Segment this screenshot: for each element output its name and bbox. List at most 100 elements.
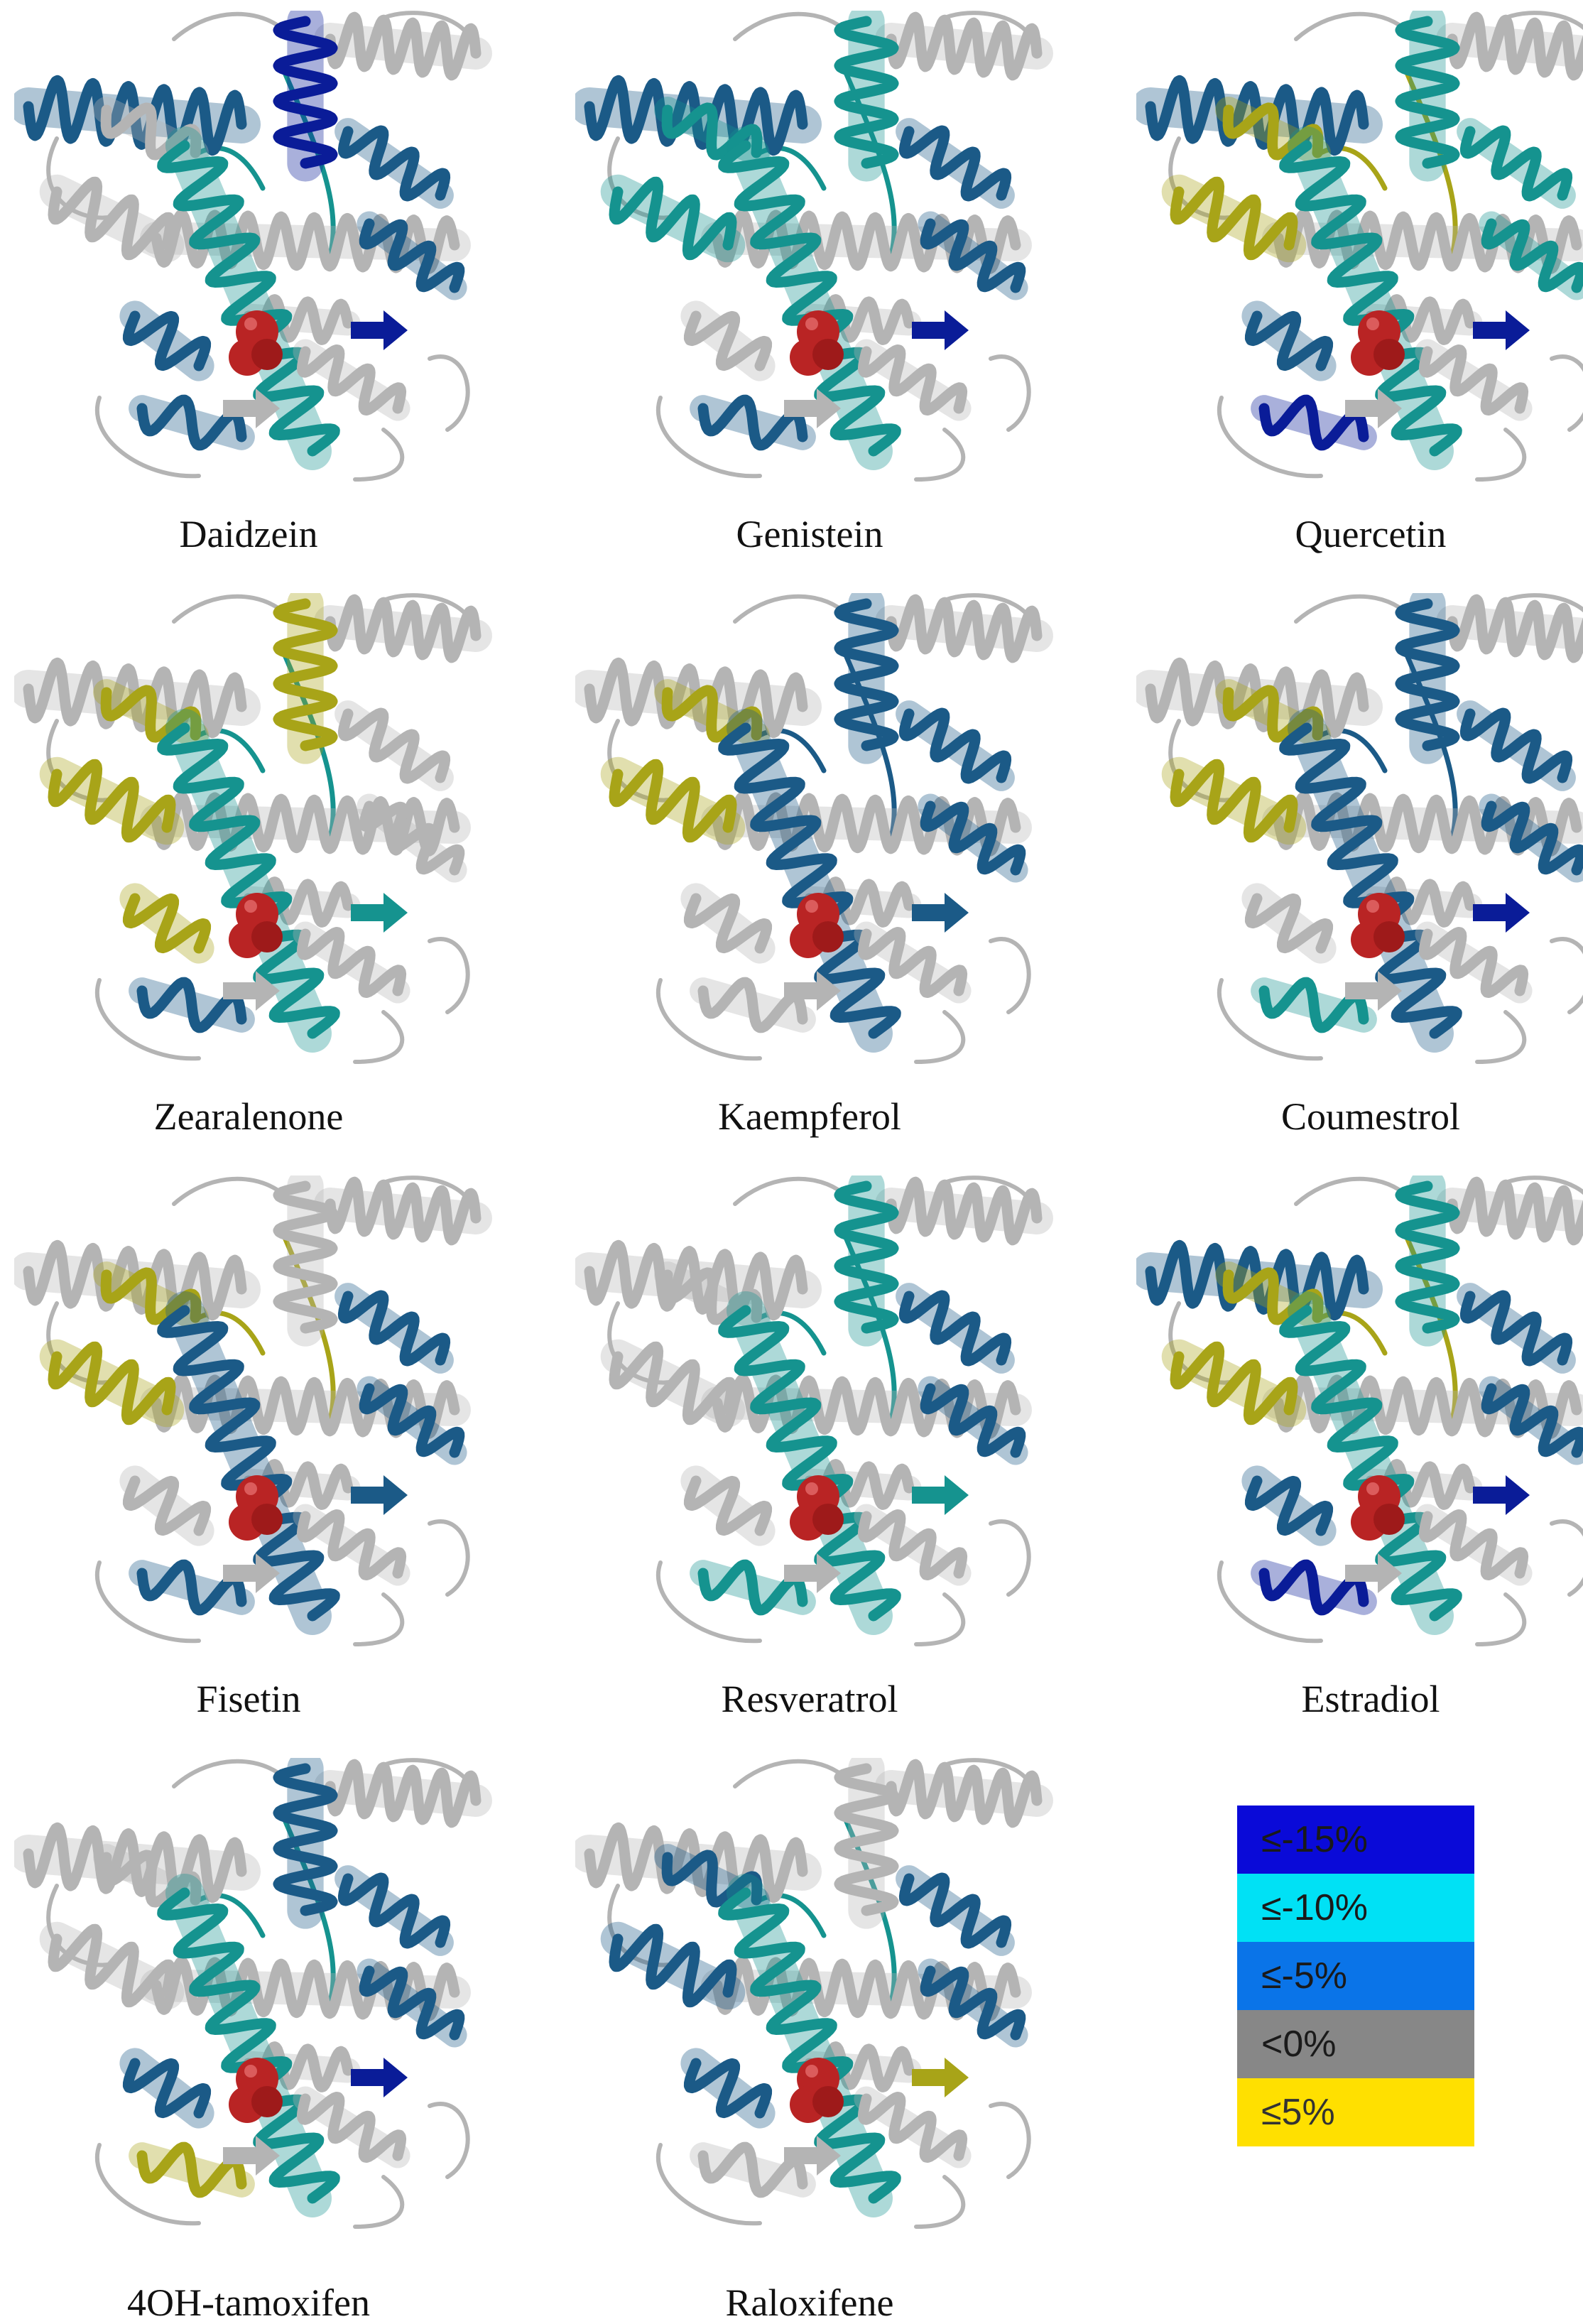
helix-right-lower (1481, 1383, 1583, 1458)
helix-center-vertical (834, 1763, 899, 1916)
helix-lower-right (857, 2092, 968, 2163)
helix-left-upper (100, 102, 202, 161)
helix-center-vertical (834, 16, 899, 169)
helix-main-diagonal (718, 140, 901, 457)
helix-right-upper (337, 707, 451, 784)
structure-panel (575, 1175, 1058, 1673)
helix-left-upper (1222, 685, 1324, 743)
helix-right-lower (1481, 218, 1583, 293)
structure-panel (14, 11, 497, 508)
helix-left-lower (609, 1341, 737, 1426)
ligand-highlight (1366, 1482, 1379, 1495)
helix-left-upper (661, 1850, 763, 1908)
structure-panel (575, 11, 1058, 508)
right-coil (989, 2102, 1031, 2179)
helix-main-diagonal (1279, 1305, 1462, 1622)
helix-lower-left (122, 893, 212, 954)
ligand-sphere (812, 1504, 844, 1535)
structure-panel (14, 1758, 497, 2255)
corner-loop (381, 1175, 471, 1202)
top-loop (1294, 1176, 1401, 1206)
legend-entry: ≤5% (1237, 2078, 1474, 2146)
right-coil (989, 354, 1031, 432)
bottom-right-loop (914, 1592, 966, 1646)
helix-center-vertical (834, 598, 899, 751)
helix-left-lower (1170, 1341, 1298, 1426)
helix-top-right (325, 1759, 482, 1828)
helix-center-vertical (834, 1180, 899, 1334)
left-loop (46, 719, 116, 803)
ligand-highlight (244, 2065, 257, 2078)
top-loop (172, 1759, 279, 1788)
protein-structure (1136, 1175, 1583, 1646)
compound-label: Resveratrol (721, 1678, 898, 1720)
helix-right-upper (337, 1290, 451, 1367)
beta-strand-lower (223, 2136, 280, 2176)
helix-top-right (325, 11, 482, 81)
structure-panel (1136, 593, 1583, 1090)
helix-lower-right (857, 927, 968, 998)
helix-right-upper (1459, 1290, 1573, 1367)
top-loop (172, 594, 279, 624)
structure-panel (14, 593, 497, 1090)
corner-loop (381, 1758, 471, 1785)
helix-center-vertical (1395, 598, 1460, 751)
bottom-right-loop (1475, 1592, 1527, 1646)
helix-left-lower (48, 759, 176, 843)
helix-main-diagonal (157, 722, 340, 1039)
helix-left-lower (609, 176, 737, 261)
helix-left-upper (100, 1850, 202, 1908)
helix-left-upper (100, 685, 202, 743)
helix-lower-left (1244, 893, 1334, 954)
helix-center-vertical (1395, 1180, 1460, 1334)
beta-strand (1473, 310, 1530, 350)
bottom-right-loop (914, 2175, 966, 2229)
helix-lower-left (683, 1475, 773, 1536)
compound-label: Quercetin (1295, 513, 1447, 555)
ligand-sphere (812, 339, 844, 370)
ligand-highlight (805, 1482, 818, 1495)
top-loop (1294, 11, 1401, 41)
beta-strand-lower (784, 971, 841, 1011)
protein-structure (1136, 593, 1583, 1064)
bottom-right-loop (914, 428, 966, 482)
helix-right-lower (359, 1383, 465, 1458)
protein-structure (575, 1175, 1053, 1646)
helix-lower-left (1244, 1475, 1334, 1536)
left-loop (607, 136, 677, 220)
ligand-sphere (812, 921, 844, 952)
left-loop (1168, 1301, 1238, 1385)
beta-strand (912, 893, 969, 933)
corner-loop (942, 593, 1032, 620)
helix-lower-right (1418, 344, 1529, 416)
helix-lower-right (296, 344, 407, 416)
helix-lower-right (1418, 1509, 1529, 1580)
helix-top-right (325, 1176, 482, 1246)
left-loop (46, 1301, 116, 1385)
beta-strand (912, 1475, 969, 1515)
helix-right-lower (920, 218, 1026, 293)
beta-strand-lower (784, 1553, 841, 1593)
helix-center-vertical (1395, 16, 1460, 169)
structure-panel (575, 1758, 1058, 2255)
compound-label: Zearalenone (153, 1095, 344, 1138)
bottom-loop (655, 1560, 762, 1644)
helix-lower-left (122, 310, 212, 371)
helix-top-right (886, 1176, 1043, 1246)
corner-loop (942, 11, 1032, 38)
helix-lower-left (122, 2058, 212, 2119)
right-coil (989, 937, 1031, 1014)
compound-label: Estradiol (1301, 1678, 1440, 1720)
ligand-sphere (251, 1504, 283, 1535)
protein-structure (14, 593, 492, 1064)
corner-loop (942, 1758, 1032, 1785)
helix-main-diagonal (718, 722, 901, 1039)
helix-lower-right (296, 927, 407, 998)
helix-left-upper (661, 685, 763, 743)
legend-entry: ≤-10% (1237, 1874, 1474, 1942)
corner-loop (1503, 11, 1583, 31)
structure-panel (14, 1175, 497, 1673)
ligand-sphere (812, 2086, 844, 2117)
right-coil (1550, 1519, 1583, 1597)
left-loop (46, 136, 116, 220)
